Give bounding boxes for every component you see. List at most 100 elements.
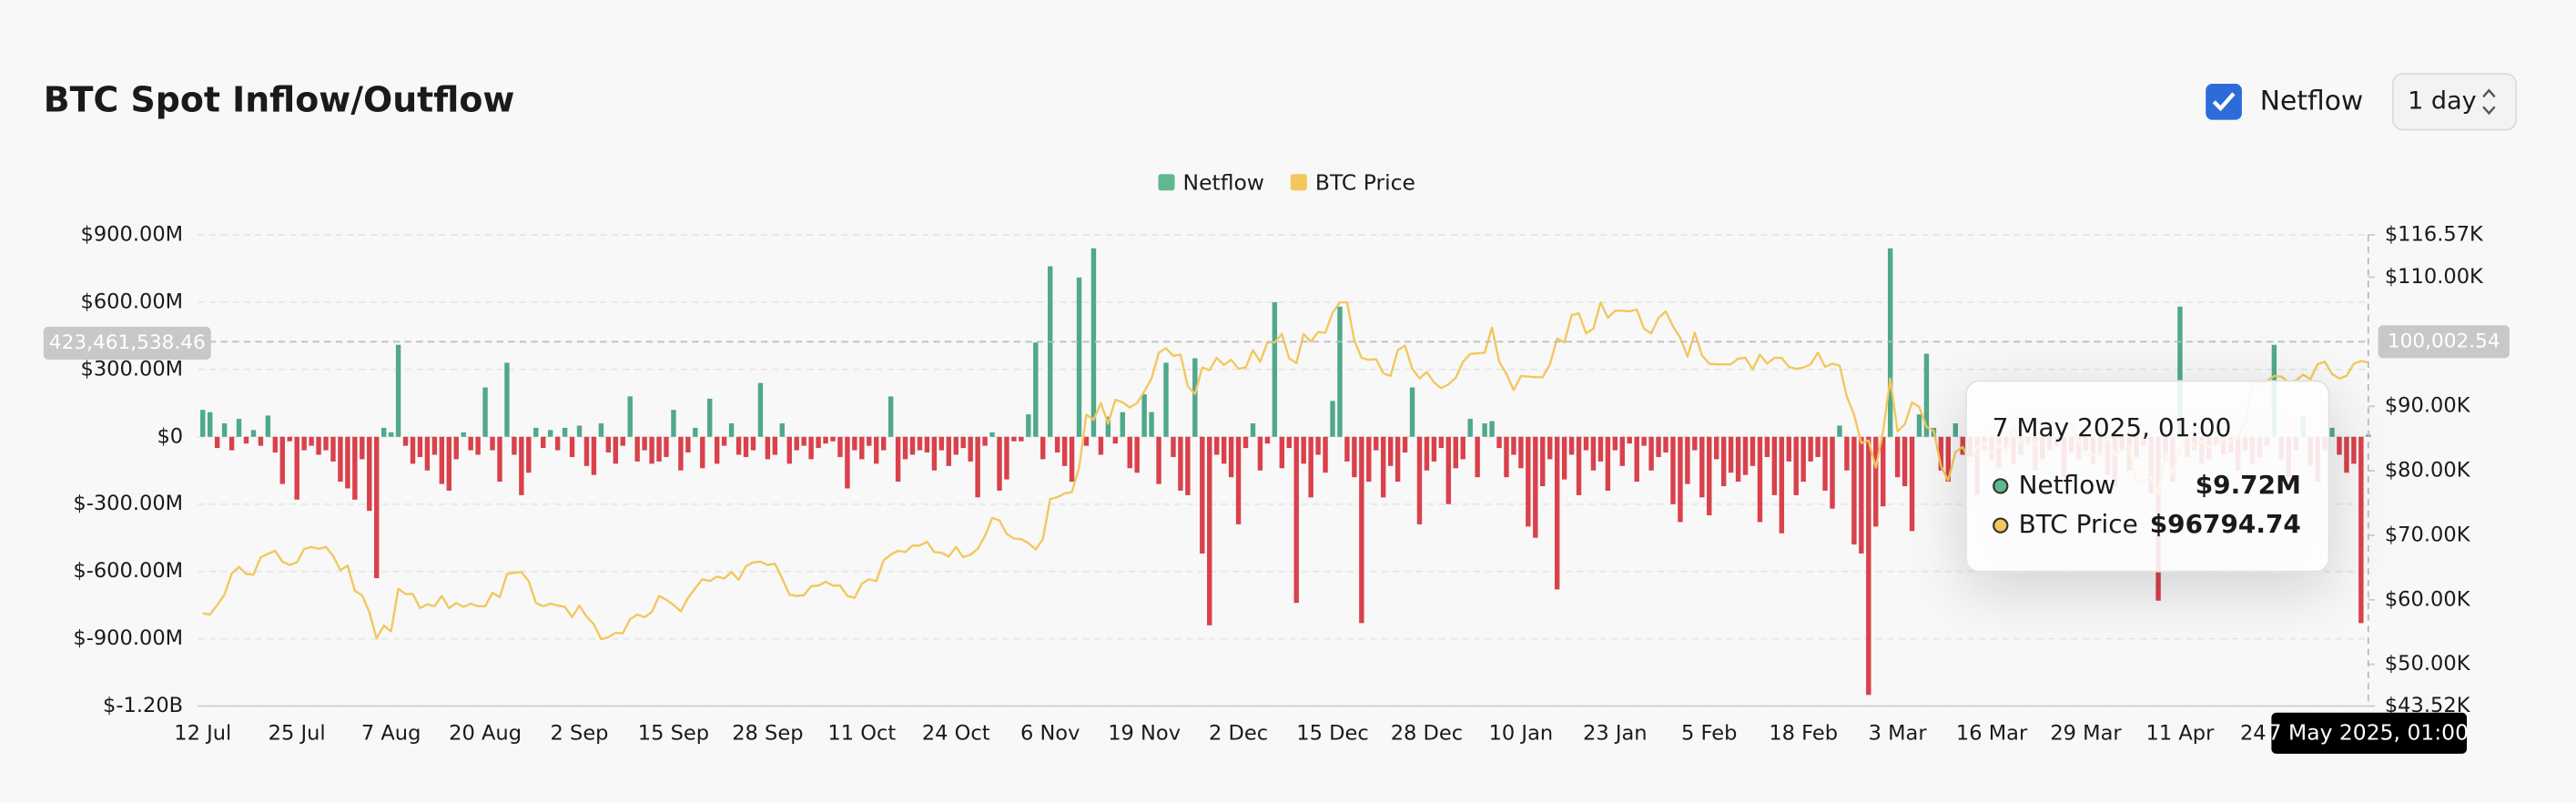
- crosshair-x-label: 7 May 2025, 01:00: [2268, 720, 2469, 746]
- netflow-bar: [1540, 436, 1546, 487]
- netflow-bar: [960, 436, 966, 449]
- netflow-bar: [1040, 436, 1046, 460]
- tooltip-value: $96794.74: [2150, 509, 2301, 539]
- netflow-bar: [294, 436, 299, 500]
- netflow-bar: [482, 387, 488, 437]
- netflow-bar: [1720, 436, 1727, 487]
- netflow-bar: [1402, 436, 1408, 453]
- netflow-bar: [519, 436, 524, 495]
- netflow-bar: [1851, 436, 1857, 545]
- interval-select[interactable]: 1 day: [2391, 73, 2518, 131]
- netflow-bar: [707, 398, 713, 437]
- netflow-bar: [1757, 436, 1763, 523]
- netflow-bar: [1837, 425, 1842, 437]
- netflow-bar: [728, 422, 735, 437]
- x-tick-label: 6 Nov: [1020, 722, 1080, 746]
- netflow-bar: [1489, 421, 1495, 437]
- netflow-bar: [1496, 436, 1502, 449]
- netflow-bar: [1192, 358, 1198, 437]
- netflow-bar: [533, 427, 539, 437]
- netflow-bar: [236, 419, 242, 437]
- legend-swatch: [1158, 174, 1175, 191]
- netflow-bar: [642, 436, 647, 451]
- netflow-bar: [504, 362, 510, 437]
- netflow-bar: [1866, 436, 1871, 696]
- netflow-toggle[interactable]: Netflow: [2206, 83, 2364, 120]
- toggle-label[interactable]: Netflow: [2260, 85, 2364, 117]
- crosshair-y-label-bg: [43, 326, 211, 361]
- tooltip-dot: [1993, 478, 2009, 494]
- x-tick-label: 3 Mar: [1869, 722, 1928, 746]
- netflow-bar: [714, 436, 720, 464]
- netflow-bar: [2337, 436, 2342, 455]
- netflow-bar: [874, 436, 879, 464]
- netflow-bar: [989, 432, 995, 437]
- netflow-bar: [1830, 436, 1835, 509]
- netflow-bar: [605, 436, 612, 453]
- netflow-bar: [1467, 419, 1473, 437]
- netflow-bar: [859, 436, 865, 460]
- netflow-bar: [823, 436, 828, 444]
- netflow-bar: [924, 436, 930, 453]
- netflow-bar: [1916, 414, 1922, 437]
- netflow-bar: [453, 436, 459, 460]
- netflow-bar: [1112, 436, 1119, 444]
- x-tick-label: 25 Jul: [269, 722, 326, 746]
- netflow-bar: [1894, 436, 1901, 478]
- netflow-bar: [367, 436, 372, 512]
- tooltip-value: $9.72M: [2196, 470, 2301, 500]
- select-box[interactable]: [2391, 73, 2518, 131]
- netflow-bar: [613, 436, 619, 464]
- netflow-bar: [221, 422, 228, 437]
- netflow-bar: [1054, 436, 1060, 453]
- netflow-bar: [1779, 436, 1785, 534]
- netflow-bar: [1264, 436, 1271, 444]
- netflow-bar: [1431, 436, 1437, 462]
- netflow-bar: [1909, 436, 1915, 532]
- netflow-bar: [402, 436, 409, 446]
- y2-tick-label: $50.00K: [2385, 652, 2471, 676]
- netflow-bar: [1149, 412, 1154, 437]
- netflow-bar: [1648, 436, 1654, 471]
- netflow-bar: [1511, 436, 1516, 455]
- netflow-bar: [1822, 436, 1828, 491]
- netflow-bar: [265, 415, 271, 437]
- y-tick-label: $-1.20B: [103, 694, 183, 717]
- netflow-bar: [1881, 436, 1886, 507]
- netflow-bar: [1945, 436, 1952, 483]
- legend-swatch: [1290, 174, 1307, 191]
- netflow-bar: [1482, 422, 1487, 437]
- netflow-bar: [1185, 436, 1191, 495]
- netflow-bar: [1685, 436, 1690, 484]
- netflow-bar: [1634, 436, 1639, 483]
- netflow-bar: [1366, 436, 1372, 483]
- netflow-bar: [757, 382, 764, 437]
- y-tick-label: $600.00M: [80, 290, 183, 313]
- netflow-bar: [1619, 436, 1625, 466]
- netflow-bar: [562, 427, 568, 437]
- netflow-bar: [1597, 436, 1604, 462]
- netflow-bar: [526, 436, 532, 473]
- crosshair-y2-label-bg: [2378, 325, 2510, 359]
- netflow-bar: [895, 436, 901, 483]
- netflow-bar: [424, 436, 431, 471]
- netflow-bar: [1576, 436, 1582, 495]
- netflow-bar: [1504, 436, 1509, 478]
- netflow-bar: [678, 436, 684, 471]
- netflow-bar: [953, 436, 958, 455]
- netflow-bar: [1923, 353, 1930, 437]
- netflow-bar: [867, 436, 872, 446]
- netflow-bar: [2344, 436, 2349, 473]
- select-value[interactable]: 1 day: [2408, 86, 2477, 115]
- netflow-bar: [1554, 436, 1560, 590]
- netflow-bar: [272, 436, 279, 453]
- netflow-bar: [1134, 436, 1140, 473]
- netflow-bar: [852, 436, 857, 451]
- netflow-bar: [468, 436, 473, 451]
- netflow-bar: [417, 436, 423, 457]
- x-tick-label: 23 Jan: [1583, 722, 1648, 746]
- x-tick-label: 7 Aug: [361, 722, 421, 746]
- x-tick-label: 15 Sep: [638, 722, 709, 746]
- crosshair-y2-label: 100,002.54: [2388, 330, 2500, 352]
